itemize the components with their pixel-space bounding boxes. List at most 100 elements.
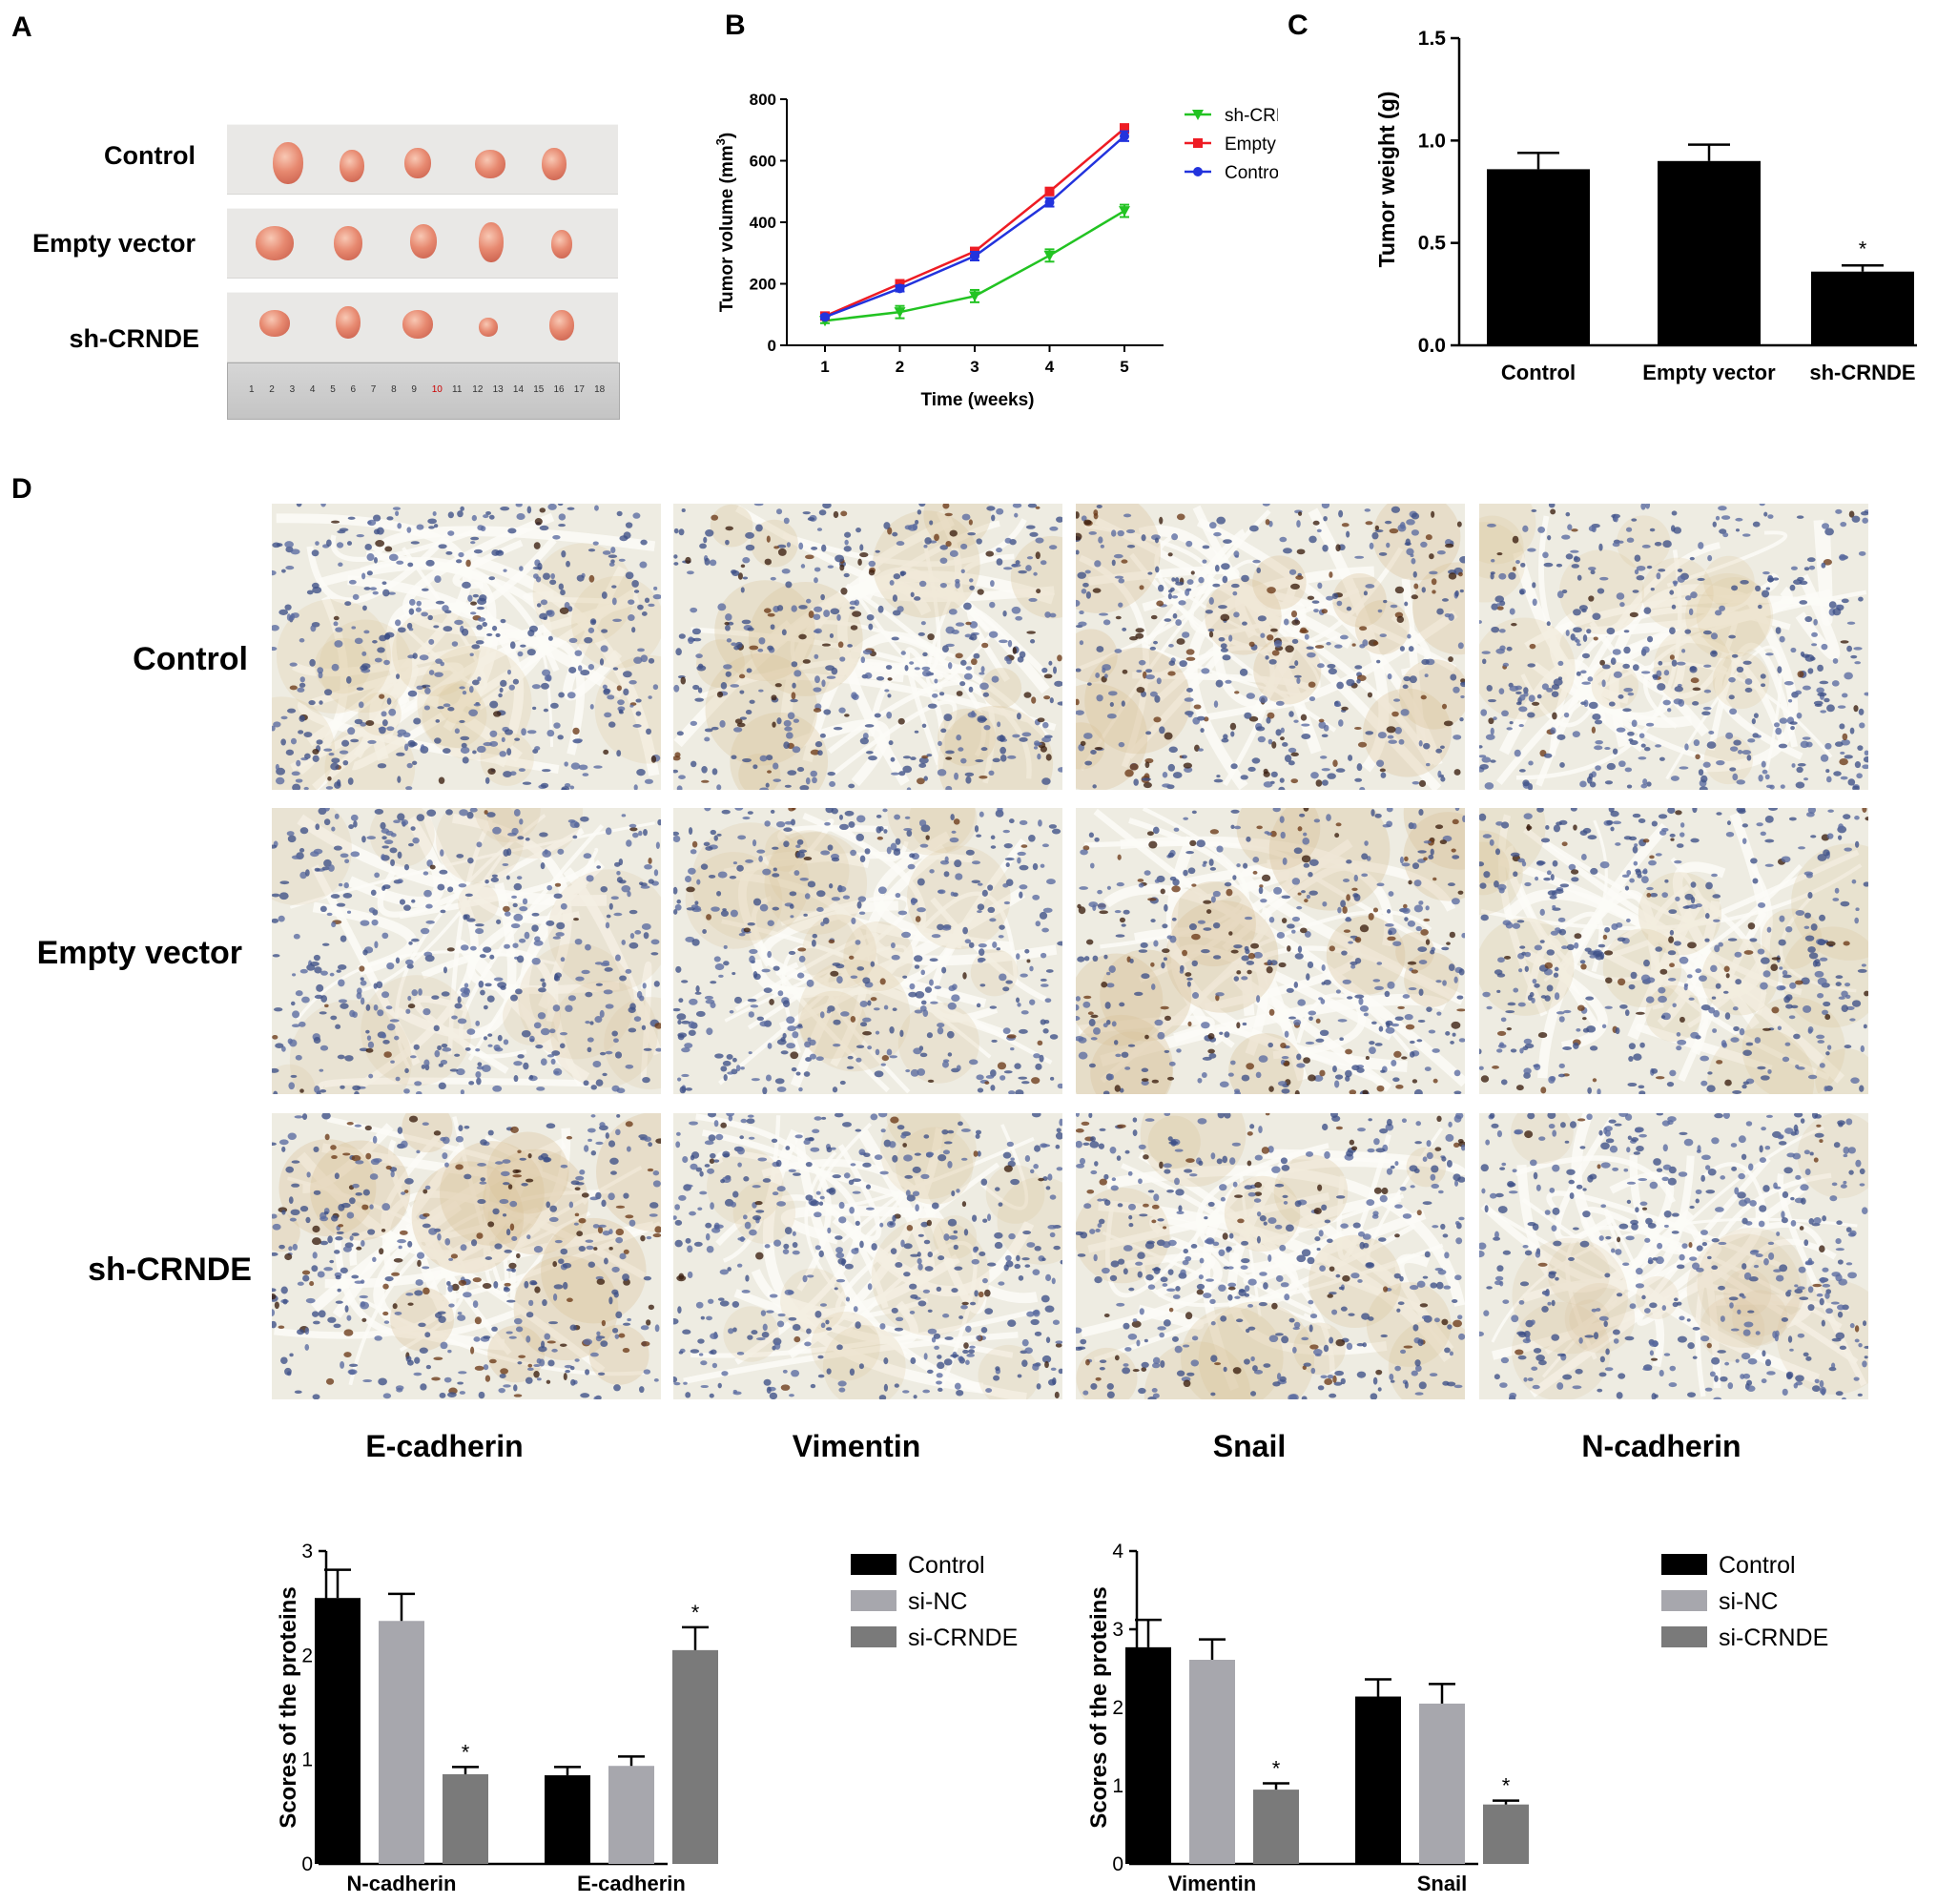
cell-nucleus: [775, 820, 786, 828]
cytoplasm-stain: [1253, 636, 1322, 705]
cell-nucleus: [1397, 1005, 1405, 1009]
cell-nucleus: [1086, 682, 1092, 686]
cell-nucleus: [1129, 958, 1134, 963]
cell-nucleus: [681, 1047, 690, 1053]
stroma-fiber: [913, 1174, 988, 1314]
cell-nucleus: [701, 766, 708, 774]
cell-nucleus: [1677, 1039, 1687, 1045]
cell-nucleus: [890, 942, 896, 949]
cell-nucleus: [1441, 703, 1448, 710]
cell-nucleus: [1562, 1046, 1573, 1050]
cell-nucleus: [721, 809, 731, 815]
cell-nucleus: [336, 969, 341, 973]
stroma-fiber: [523, 590, 616, 605]
cell-nucleus: [574, 1212, 580, 1217]
cell-nucleus: [1003, 1070, 1013, 1074]
cell-nucleus: [372, 639, 378, 644]
cell-nucleus: [1558, 819, 1568, 825]
cell-nucleus: [540, 978, 546, 983]
cell-nucleus: [795, 1071, 801, 1076]
cell-nucleus: [855, 1045, 865, 1049]
cell-nucleus: [406, 527, 412, 533]
cell-nucleus: [1479, 861, 1485, 867]
cell-nucleus: [1651, 820, 1658, 827]
cell-nucleus: [1524, 965, 1529, 972]
cell-nucleus: [1306, 894, 1311, 900]
cell-nucleus: [374, 808, 384, 815]
cell-nucleus: [851, 917, 856, 925]
cell-nucleus: [1625, 918, 1631, 923]
cell-nucleus: [1368, 912, 1374, 921]
cell-nucleus: [475, 923, 484, 927]
cytoplasm-stain: [439, 1141, 545, 1246]
cell-nucleus: [1762, 970, 1771, 978]
cell-nucleus: [759, 755, 768, 762]
stroma-fiber: [836, 900, 963, 949]
cell-nucleus: [917, 777, 925, 785]
cell-nucleus: [1271, 741, 1277, 749]
cell-nucleus: [381, 1203, 391, 1211]
cell-nucleus: [785, 581, 793, 589]
cell-nucleus: [422, 1007, 431, 1016]
cell-nucleus: [1412, 1079, 1418, 1084]
cell-nucleus: [533, 940, 544, 946]
cell-nucleus: [316, 739, 323, 745]
cell-nucleus: [1713, 1009, 1721, 1018]
cell-nucleus: [334, 813, 340, 819]
cell-nucleus: [1281, 895, 1291, 900]
cell-nucleus: [1760, 957, 1770, 964]
cell-nucleus: [1041, 667, 1048, 673]
cell-nucleus: [1693, 739, 1700, 747]
cell-nucleus: [927, 1079, 935, 1083]
cell-nucleus: [475, 1020, 481, 1026]
cell-nucleus: [442, 605, 449, 612]
tumor-sample: [551, 230, 572, 259]
cell-nucleus: [296, 759, 301, 767]
cell-nucleus: [476, 1077, 482, 1086]
cell-nucleus: [699, 543, 707, 549]
cell-nucleus: [374, 1335, 382, 1341]
cell-nucleus: [365, 1029, 370, 1034]
cell-nucleus: [759, 1021, 769, 1027]
cell-nucleus: [1772, 577, 1780, 581]
cell-nucleus: [1137, 879, 1144, 882]
cell-nucleus: [1154, 1019, 1164, 1026]
cell-nucleus: [1240, 775, 1248, 780]
cell-nucleus: [408, 1115, 419, 1123]
cell-nucleus: [536, 1357, 542, 1364]
cell-nucleus: [634, 930, 642, 935]
cell-nucleus: [1490, 727, 1494, 735]
cell-nucleus: [945, 785, 953, 790]
cell-nucleus: [980, 747, 988, 752]
stroma-fiber: [1543, 819, 1608, 983]
cell-nucleus: [680, 676, 687, 685]
cell-nucleus: [1589, 1045, 1598, 1051]
cell-nucleus: [542, 1299, 547, 1307]
cell-nucleus: [1209, 867, 1217, 871]
cell-nucleus: [1480, 709, 1488, 716]
cell-nucleus: [923, 776, 928, 781]
data-point: [1044, 197, 1055, 208]
cell-nucleus: [625, 968, 632, 974]
cell-nucleus: [604, 967, 613, 972]
cell-nucleus: [579, 1169, 586, 1175]
cell-nucleus: [1296, 520, 1301, 528]
cell-nucleus: [1365, 584, 1375, 589]
cell-nucleus: [876, 815, 882, 818]
cell-nucleus: [1133, 778, 1139, 786]
cell-nucleus: [1179, 660, 1187, 668]
cell-nucleus: [279, 880, 290, 885]
cell-nucleus: [961, 513, 971, 521]
cell-nucleus: [1522, 525, 1529, 532]
cell-nucleus: [896, 606, 904, 612]
cell-nucleus: [742, 757, 752, 763]
cell-nucleus: [1241, 574, 1249, 583]
cell-nucleus: [1280, 736, 1285, 741]
cell-nucleus: [643, 1275, 652, 1281]
stroma-fiber: [722, 1115, 781, 1263]
cell-nucleus: [462, 690, 467, 695]
cell-nucleus: [1684, 629, 1692, 634]
cell-nucleus: [980, 666, 985, 673]
cell-nucleus: [383, 1320, 390, 1324]
cell-nucleus: [704, 736, 711, 742]
